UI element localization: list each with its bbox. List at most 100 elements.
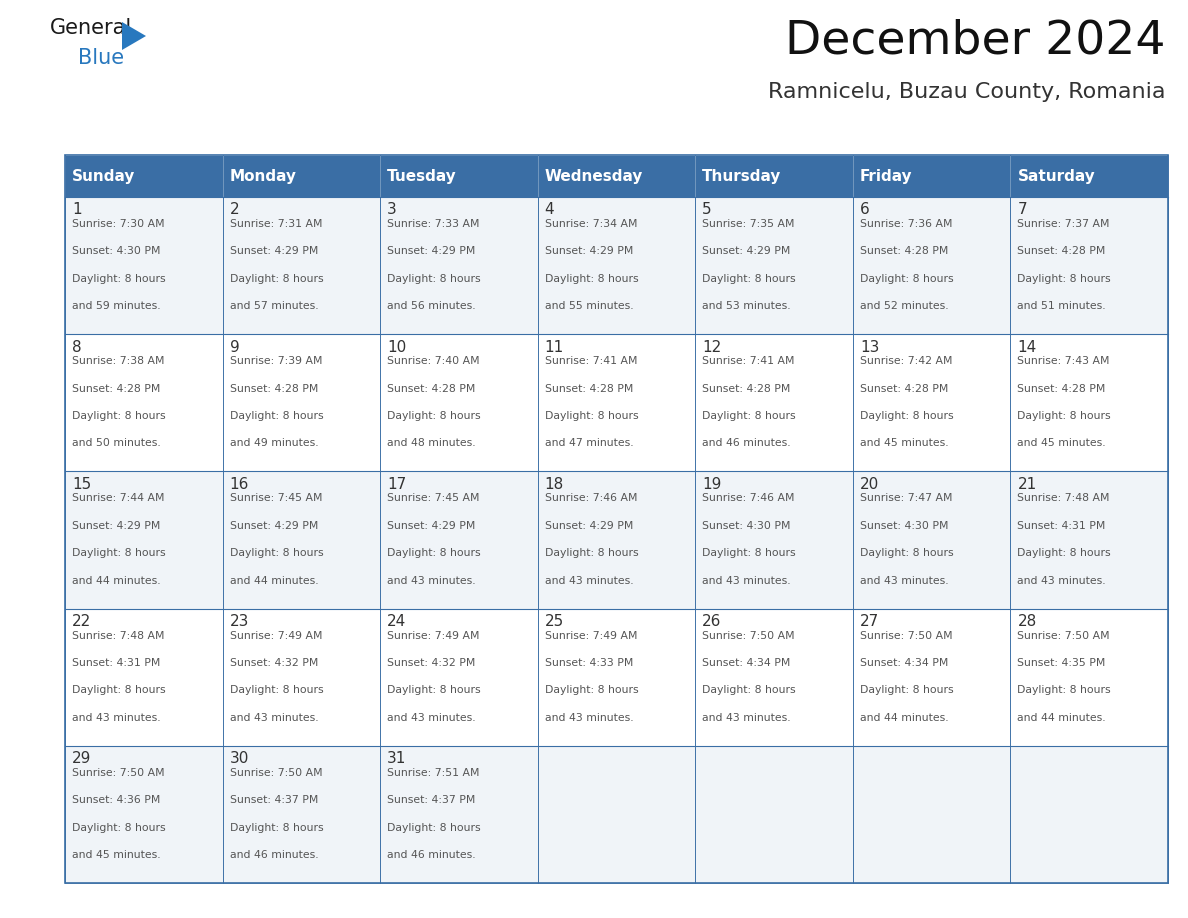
Text: Sunrise: 7:47 AM: Sunrise: 7:47 AM bbox=[860, 493, 953, 503]
Text: 31: 31 bbox=[387, 751, 406, 767]
Text: Daylight: 8 hours: Daylight: 8 hours bbox=[702, 686, 796, 696]
Text: and 43 minutes.: and 43 minutes. bbox=[545, 576, 633, 586]
Text: and 44 minutes.: and 44 minutes. bbox=[72, 576, 160, 586]
Text: and 43 minutes.: and 43 minutes. bbox=[72, 713, 160, 722]
Text: Sunrise: 7:39 AM: Sunrise: 7:39 AM bbox=[229, 356, 322, 366]
Text: Sunset: 4:31 PM: Sunset: 4:31 PM bbox=[1017, 521, 1106, 531]
Bar bbox=[1011, 334, 1168, 472]
Text: and 45 minutes.: and 45 minutes. bbox=[1017, 439, 1106, 449]
Text: 26: 26 bbox=[702, 614, 721, 629]
Bar bbox=[695, 197, 853, 334]
Text: Daylight: 8 hours: Daylight: 8 hours bbox=[545, 411, 638, 421]
Text: 9: 9 bbox=[229, 340, 239, 354]
Text: Daylight: 8 hours: Daylight: 8 hours bbox=[387, 548, 481, 558]
Text: and 53 minutes.: and 53 minutes. bbox=[702, 301, 791, 311]
Text: Daylight: 8 hours: Daylight: 8 hours bbox=[229, 274, 323, 284]
Text: Daylight: 8 hours: Daylight: 8 hours bbox=[387, 274, 481, 284]
Text: Daylight: 8 hours: Daylight: 8 hours bbox=[702, 274, 796, 284]
Text: Sunrise: 7:49 AM: Sunrise: 7:49 AM bbox=[229, 631, 322, 641]
Text: 13: 13 bbox=[860, 340, 879, 354]
Bar bbox=[538, 472, 695, 609]
Bar bbox=[222, 334, 380, 472]
Text: Ramnicelu, Buzau County, Romania: Ramnicelu, Buzau County, Romania bbox=[769, 82, 1165, 102]
Text: Daylight: 8 hours: Daylight: 8 hours bbox=[860, 274, 954, 284]
Text: Sunset: 4:34 PM: Sunset: 4:34 PM bbox=[702, 658, 791, 668]
Text: 8: 8 bbox=[72, 340, 82, 354]
Text: and 43 minutes.: and 43 minutes. bbox=[229, 713, 318, 722]
Text: Sunset: 4:37 PM: Sunset: 4:37 PM bbox=[229, 795, 318, 805]
Text: Friday: Friday bbox=[860, 169, 912, 184]
Text: Daylight: 8 hours: Daylight: 8 hours bbox=[72, 274, 165, 284]
Text: Sunset: 4:28 PM: Sunset: 4:28 PM bbox=[702, 384, 791, 394]
Text: and 43 minutes.: and 43 minutes. bbox=[702, 713, 791, 722]
Bar bbox=[380, 197, 538, 334]
Text: Sunrise: 7:41 AM: Sunrise: 7:41 AM bbox=[545, 356, 637, 366]
Text: 6: 6 bbox=[860, 203, 870, 218]
Text: Sunset: 4:31 PM: Sunset: 4:31 PM bbox=[72, 658, 160, 668]
Text: Daylight: 8 hours: Daylight: 8 hours bbox=[1017, 548, 1111, 558]
Text: Sunset: 4:29 PM: Sunset: 4:29 PM bbox=[229, 521, 318, 531]
Text: Daylight: 8 hours: Daylight: 8 hours bbox=[860, 411, 954, 421]
Text: and 47 minutes.: and 47 minutes. bbox=[545, 439, 633, 449]
Bar bbox=[538, 155, 695, 197]
Bar bbox=[538, 197, 695, 334]
Text: 12: 12 bbox=[702, 340, 721, 354]
Text: and 43 minutes.: and 43 minutes. bbox=[860, 576, 948, 586]
Bar bbox=[65, 334, 222, 472]
Bar bbox=[853, 609, 1011, 745]
Text: Daylight: 8 hours: Daylight: 8 hours bbox=[702, 548, 796, 558]
Bar bbox=[695, 334, 853, 472]
Bar bbox=[1011, 155, 1168, 197]
Text: Sunset: 4:30 PM: Sunset: 4:30 PM bbox=[72, 246, 160, 256]
Text: Sunrise: 7:43 AM: Sunrise: 7:43 AM bbox=[1017, 356, 1110, 366]
Bar bbox=[222, 609, 380, 745]
Bar bbox=[1011, 745, 1168, 883]
Bar bbox=[380, 745, 538, 883]
Text: Saturday: Saturday bbox=[1017, 169, 1095, 184]
Text: Sunset: 4:36 PM: Sunset: 4:36 PM bbox=[72, 795, 160, 805]
Text: Daylight: 8 hours: Daylight: 8 hours bbox=[702, 411, 796, 421]
Text: Sunset: 4:29 PM: Sunset: 4:29 PM bbox=[72, 521, 160, 531]
Text: Sunrise: 7:48 AM: Sunrise: 7:48 AM bbox=[1017, 493, 1110, 503]
Bar bbox=[380, 334, 538, 472]
Text: Sunset: 4:28 PM: Sunset: 4:28 PM bbox=[860, 246, 948, 256]
Text: Sunrise: 7:36 AM: Sunrise: 7:36 AM bbox=[860, 219, 953, 229]
Text: Blue: Blue bbox=[78, 48, 124, 68]
Text: Sunset: 4:33 PM: Sunset: 4:33 PM bbox=[545, 658, 633, 668]
Text: 16: 16 bbox=[229, 476, 249, 492]
Text: Sunset: 4:32 PM: Sunset: 4:32 PM bbox=[229, 658, 318, 668]
Text: Sunrise: 7:50 AM: Sunrise: 7:50 AM bbox=[702, 631, 795, 641]
Text: Daylight: 8 hours: Daylight: 8 hours bbox=[545, 274, 638, 284]
Bar bbox=[695, 472, 853, 609]
Text: Sunrise: 7:45 AM: Sunrise: 7:45 AM bbox=[387, 493, 480, 503]
Text: Daylight: 8 hours: Daylight: 8 hours bbox=[1017, 686, 1111, 696]
Text: and 45 minutes.: and 45 minutes. bbox=[72, 850, 160, 860]
Text: Daylight: 8 hours: Daylight: 8 hours bbox=[229, 686, 323, 696]
Bar bbox=[222, 197, 380, 334]
Text: Sunrise: 7:49 AM: Sunrise: 7:49 AM bbox=[545, 631, 637, 641]
Text: and 45 minutes.: and 45 minutes. bbox=[860, 439, 948, 449]
Bar bbox=[853, 334, 1011, 472]
Text: and 43 minutes.: and 43 minutes. bbox=[545, 713, 633, 722]
Text: Daylight: 8 hours: Daylight: 8 hours bbox=[229, 548, 323, 558]
Bar bbox=[1011, 197, 1168, 334]
Text: Daylight: 8 hours: Daylight: 8 hours bbox=[72, 411, 165, 421]
Text: 1: 1 bbox=[72, 203, 82, 218]
Text: and 43 minutes.: and 43 minutes. bbox=[702, 576, 791, 586]
Text: and 50 minutes.: and 50 minutes. bbox=[72, 439, 160, 449]
Text: and 43 minutes.: and 43 minutes. bbox=[1017, 576, 1106, 586]
Text: 30: 30 bbox=[229, 751, 249, 767]
Bar bbox=[222, 155, 380, 197]
Text: and 59 minutes.: and 59 minutes. bbox=[72, 301, 160, 311]
Text: Daylight: 8 hours: Daylight: 8 hours bbox=[860, 686, 954, 696]
Text: Sunrise: 7:30 AM: Sunrise: 7:30 AM bbox=[72, 219, 165, 229]
Text: 28: 28 bbox=[1017, 614, 1037, 629]
Text: 14: 14 bbox=[1017, 340, 1037, 354]
Text: 21: 21 bbox=[1017, 476, 1037, 492]
Text: Daylight: 8 hours: Daylight: 8 hours bbox=[387, 686, 481, 696]
Text: Monday: Monday bbox=[229, 169, 297, 184]
Text: Sunrise: 7:46 AM: Sunrise: 7:46 AM bbox=[545, 493, 637, 503]
Text: Sunrise: 7:33 AM: Sunrise: 7:33 AM bbox=[387, 219, 480, 229]
Text: Sunset: 4:32 PM: Sunset: 4:32 PM bbox=[387, 658, 475, 668]
Text: Sunset: 4:29 PM: Sunset: 4:29 PM bbox=[545, 521, 633, 531]
